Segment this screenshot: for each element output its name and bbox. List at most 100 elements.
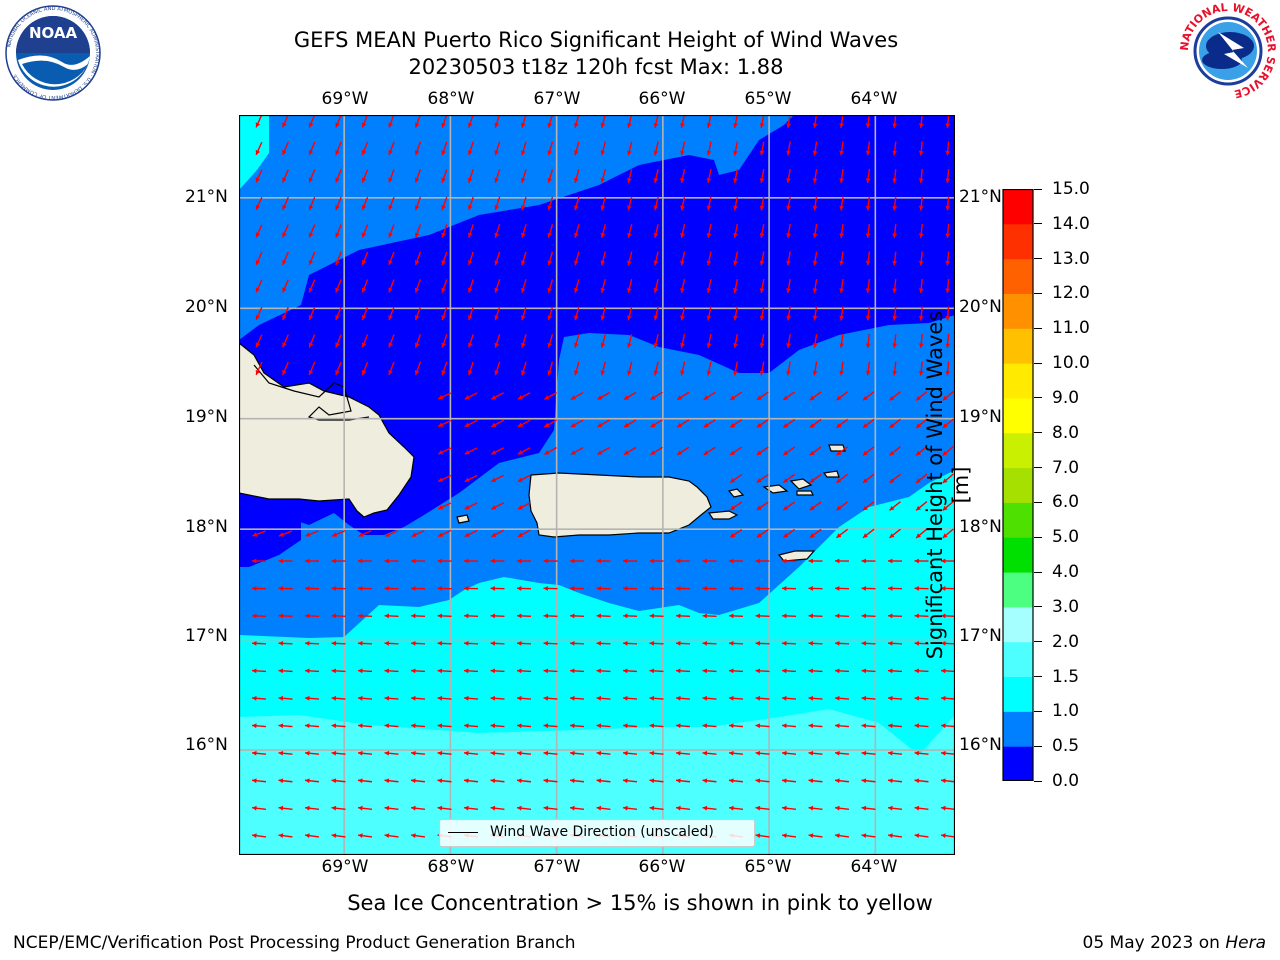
wind-arrow: [308, 279, 316, 293]
wind-arrow: [680, 251, 686, 266]
colorbar-tick: [1034, 676, 1042, 678]
wind-arrow: [573, 196, 580, 211]
wind-arrow: [251, 750, 267, 756]
wind-arrow: [547, 334, 554, 348]
wind-arrow: [384, 558, 399, 564]
wind-arrow: [516, 723, 532, 729]
wind-arrow: [781, 833, 797, 839]
wind-arrow: [675, 613, 691, 619]
colorbar-segment: [1003, 606, 1033, 643]
wind-arrow: [892, 251, 898, 266]
wind-arrow: [278, 530, 293, 537]
colorbar-segment: [1003, 432, 1033, 469]
wind-arrow: [729, 419, 743, 428]
colorbar-title: Significant Height of Wind Waves [m]: [923, 310, 973, 660]
wind-arrow: [335, 115, 342, 128]
wind-arrow: [861, 695, 876, 701]
colorbar-segment: [1003, 641, 1033, 678]
wind-arrow: [410, 805, 426, 811]
wind-arrow: [308, 169, 316, 183]
wind-arrow: [464, 447, 478, 455]
wind-arrow: [915, 391, 928, 401]
wind-arrow: [251, 805, 267, 811]
lon-tick-top: 66°W: [638, 89, 686, 109]
wind-arrow: [384, 750, 399, 756]
wind-arrow: [490, 695, 505, 701]
wind-arrow: [437, 778, 452, 784]
wind-arrow: [543, 778, 558, 784]
wind-arrow: [410, 613, 426, 619]
wind-arrow: [543, 613, 558, 619]
wind-arrow: [887, 805, 903, 811]
wind-arrow: [755, 558, 770, 564]
wind-arrow: [308, 224, 316, 238]
colorbar-tick: [1034, 258, 1042, 260]
colorbar-segment: [1003, 328, 1033, 364]
wind-arrow: [755, 695, 770, 701]
wind-arrow: [517, 502, 531, 510]
wind-arrow: [675, 640, 691, 646]
wind-arrow: [812, 141, 818, 156]
wind-arrow: [918, 223, 924, 239]
chart-subtitle: 20230503 t18z 120h fcst Max: 1.88: [408, 55, 784, 79]
wind-arrow: [388, 141, 395, 156]
wind-arrow: [357, 805, 373, 811]
wind-arrow: [889, 391, 901, 401]
wind-arrow: [680, 334, 686, 348]
wind-arrow: [467, 115, 474, 128]
wind-arrow: [251, 613, 267, 619]
colorbar-tick-label: 5.0: [1052, 527, 1080, 548]
wind-arrow: [544, 447, 557, 455]
wind-arrow: [650, 391, 663, 401]
wind-arrow: [834, 695, 850, 701]
wind-arrow: [918, 196, 924, 211]
wind-arrow: [597, 419, 610, 428]
wind-arrow: [494, 279, 501, 293]
wind-arrow: [781, 750, 797, 756]
wind-arrow: [865, 223, 871, 239]
wind-arrow: [915, 528, 928, 539]
wind-arrow: [255, 224, 263, 238]
wind-arrow: [278, 805, 293, 811]
wind-arrow: [282, 224, 289, 238]
wind-arrow: [308, 251, 316, 266]
wind-arrow: [304, 668, 320, 674]
wind-arrow: [680, 169, 686, 183]
colorbar-tick-label: 8.0: [1052, 422, 1080, 443]
wind-arrow: [543, 750, 558, 756]
colorbar-segment: [1003, 258, 1033, 294]
wind-arrow: [410, 668, 426, 674]
wind-arrow: [463, 668, 479, 674]
wind-arrow: [543, 558, 558, 564]
wind-arrow: [808, 558, 823, 564]
wind-arrow: [384, 695, 399, 701]
wind-arrow: [255, 196, 263, 211]
map-legend: Wind Wave Direction (unscaled): [439, 819, 755, 847]
wind-arrow: [781, 778, 797, 784]
wind-arrow: [543, 695, 558, 701]
wind-arrow: [308, 334, 316, 348]
wind-arrow: [759, 196, 765, 211]
colorbar-tick-label: 14.0: [1052, 213, 1090, 234]
wind-arrow: [650, 419, 663, 428]
wind-arrow: [357, 640, 373, 646]
wind-arrow: [467, 361, 474, 376]
lat-tick-right: 17°N: [959, 626, 1002, 646]
wind-arrow: [361, 169, 369, 183]
wind-arrow: [490, 474, 505, 483]
wind-arrow: [703, 419, 716, 428]
wind-arrow: [702, 613, 717, 619]
wind-arrow: [940, 805, 955, 811]
wind-arrow: [569, 668, 585, 674]
colorbar: [1002, 189, 1034, 781]
colorbar-tick-label: 3.0: [1052, 596, 1080, 617]
wind-arrow: [728, 778, 744, 784]
colorbar-tick-label: 10.0: [1052, 353, 1090, 374]
wind-arrow: [516, 750, 532, 756]
wind-arrow: [918, 168, 924, 184]
wind-arrow: [782, 501, 796, 511]
wind-arrow: [384, 586, 399, 591]
wind-arrow: [335, 141, 342, 156]
wind-arrow: [569, 586, 585, 591]
wind-arrow: [414, 169, 422, 183]
